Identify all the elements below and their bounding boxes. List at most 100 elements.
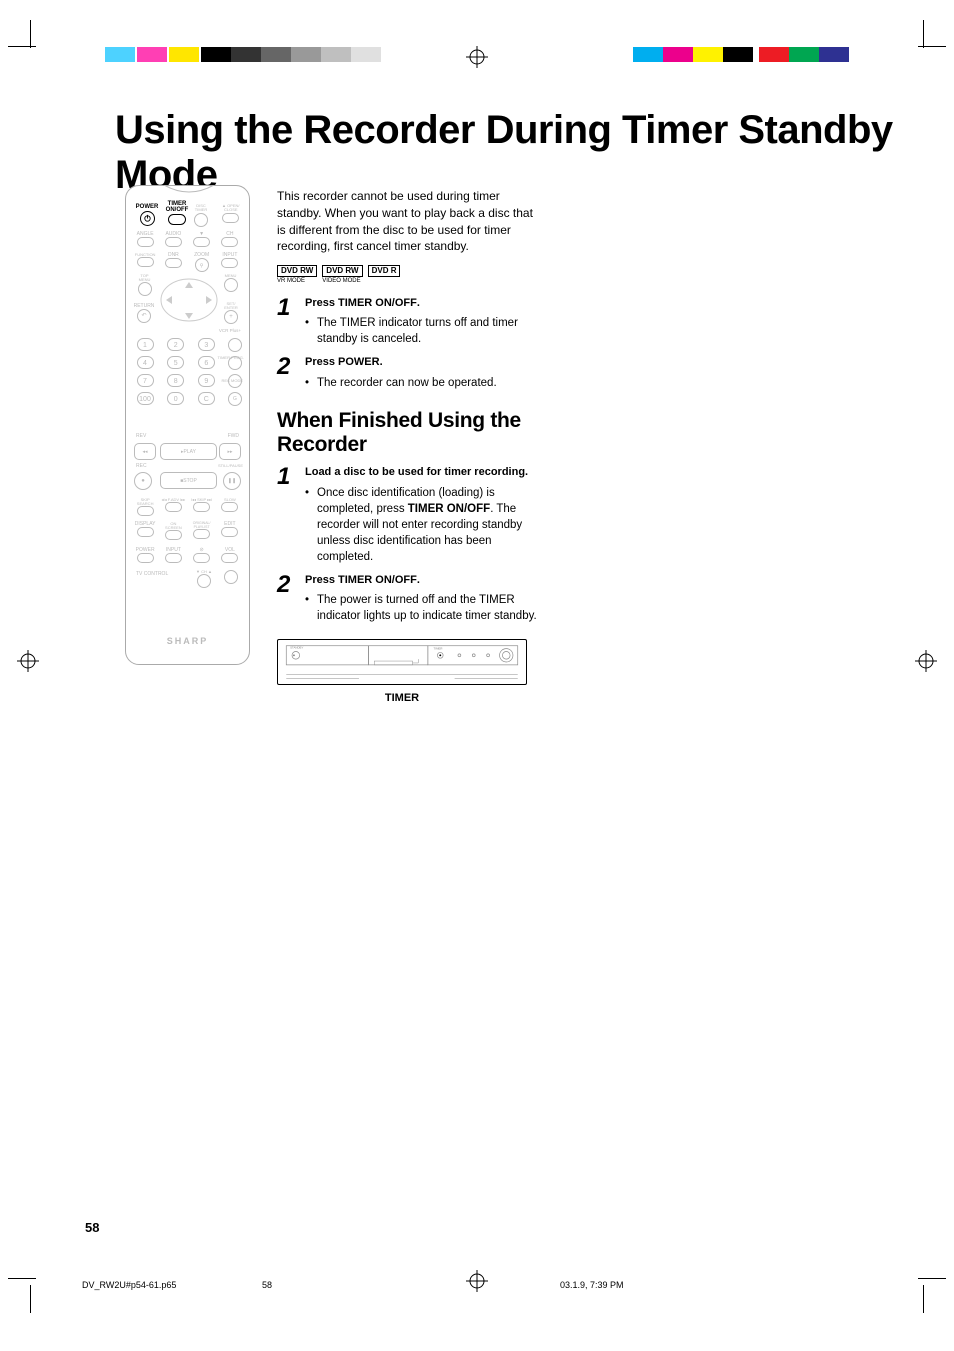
button-icon [193,529,210,539]
btn-label: CH [217,232,242,237]
rec-mode-label: REC MODE [221,379,243,383]
num-button: 6 [198,356,215,369]
tv-control-label: TV CONTROL [136,572,168,577]
button-icon [138,282,152,296]
color-swatch [201,47,231,62]
intro-paragraph: This recorder cannot be used during time… [277,188,537,255]
numpad-cell: 100 [134,392,156,406]
numpad-row: 100 0 CG [134,392,244,406]
button-icon [165,258,182,268]
num-button: 0 [167,392,184,405]
remote-row: SKIP SEARCH ◂I◂ F.ADV I▸▸ I◂◂ SKIP ▸▸I S… [126,498,249,516]
timer-prog-label: TIMER PROG. [218,356,244,360]
instruction-step: 2 Press TIMER ON/OFF.The power is turned… [277,573,537,625]
btn-label: INPUT [217,253,242,258]
timer-onoff-label: TIMER ON/OFF [162,201,192,213]
btn-label: DISPLAY [133,522,158,527]
button-icon [224,278,238,292]
disc-badge: DVD R [368,265,401,284]
power-label: POWER [132,204,162,210]
color-swatch [169,47,199,62]
color-swatch [105,47,135,62]
btn-label: MENU [218,274,243,278]
fwd-label: FWD [228,434,239,439]
crop-tick [923,20,924,48]
small-label: ▲ OPEN/CLOSE [222,204,240,212]
numpad-cell: 9 [195,374,217,388]
remote-row: POWER INPUT ⊘ VOL [126,548,249,563]
btn-label: ORIGINAL/ PLAYLIST [189,522,214,529]
badge-sublabel: VIDEO MODE [322,278,362,284]
btn-label: RETURN [130,304,158,309]
side-button: G [228,392,242,406]
step-press-line: Press POWER. [305,355,537,370]
side-button-cell: G [226,392,244,406]
numpad-row: 123 [134,338,244,352]
device-box: STANDBY TIMER [277,639,527,685]
step-bullet: The recorder can now be operated. [305,375,537,391]
numpad-cell: 0 [165,392,187,406]
rev-button: ◂◂ [134,443,156,460]
return-block: RETURN↶ [130,304,158,323]
step-bullet: The power is turned off and the TIMER in… [305,592,537,624]
num-button: 4 [137,356,154,369]
button-icon [222,213,239,223]
step-body: Press POWER. The recorder can now be ope… [305,355,537,390]
num-button: 9 [198,374,215,387]
disc-badge: DVD RWVIDEO MODE [322,265,362,284]
crop-tick [8,1278,36,1279]
btn-label: SKIP SEARCH [133,498,158,506]
color-swatch [759,47,789,62]
button-icon [165,502,182,512]
step-press-line: Press TIMER ON/OFF. [305,573,537,588]
color-swatch [819,47,849,62]
register-mark-left [17,650,39,672]
side-button-cell [226,338,244,352]
button-icon [137,506,154,516]
btn-label: ▼ CH ▲ [196,570,212,574]
numpad-cell: C [195,392,217,406]
numpad-cell: 5 [165,356,187,370]
step-body: Press TIMER ON/OFF. The power is turned o… [305,573,537,625]
footer-page: 58 [262,1280,272,1290]
button-icon [221,527,238,537]
btn-label: EDIT [217,522,242,527]
button-icon [137,553,154,563]
small-label: DISCTIMER [194,204,208,212]
remote-row: FUNCTION DNR ZOOM⚲ INPUT [126,253,249,272]
button-icon [137,527,154,537]
step-number: 1 [277,465,295,565]
play-label: PLAY [184,449,196,455]
btn-label: ▼ [189,232,214,237]
color-swatch [231,47,261,62]
vcr-plus-label: VCR Plus+ [219,329,241,334]
btn-label: ANGLE [133,232,158,237]
numpad-cell: 2 [165,338,187,352]
numpad-cell: 3 [195,338,217,352]
remote-row: ANGLE AUDIO ▼ CH [126,232,249,247]
crop-tick [918,1278,946,1279]
color-swatch [693,47,723,62]
btn-label: I◂◂ SKIP ▸▸I [189,498,214,502]
color-swatch [633,47,663,62]
device-caption: TIMER [277,691,527,706]
badge-label: DVD RW [277,265,317,277]
button-icon [197,574,211,588]
btn-label: TOPMENU [132,274,157,282]
device-diagram: STANDBY TIMER TIMER [277,639,527,706]
color-swatch [351,47,381,62]
register-mark-bottom [466,1270,488,1292]
num-button: C [198,392,215,405]
stop-label: STOP [183,478,197,484]
button-icon: ↶ [137,309,151,323]
instruction-step: 1 Press TIMER ON/OFF. The TIMER indicato… [277,296,537,348]
num-button: 100 [137,392,154,405]
step-bullet: Once disc identification (loading) is co… [305,485,537,565]
stop-button: ■ STOP [160,472,217,489]
rec-button: ● [134,472,152,490]
disc-timer-block: DISCTIMER [194,204,208,228]
power-label-block: POWER [132,204,162,227]
ch-block: ▼ CH ▲ [196,570,212,588]
button-icon: + [224,310,238,324]
color-swatch [789,47,819,62]
